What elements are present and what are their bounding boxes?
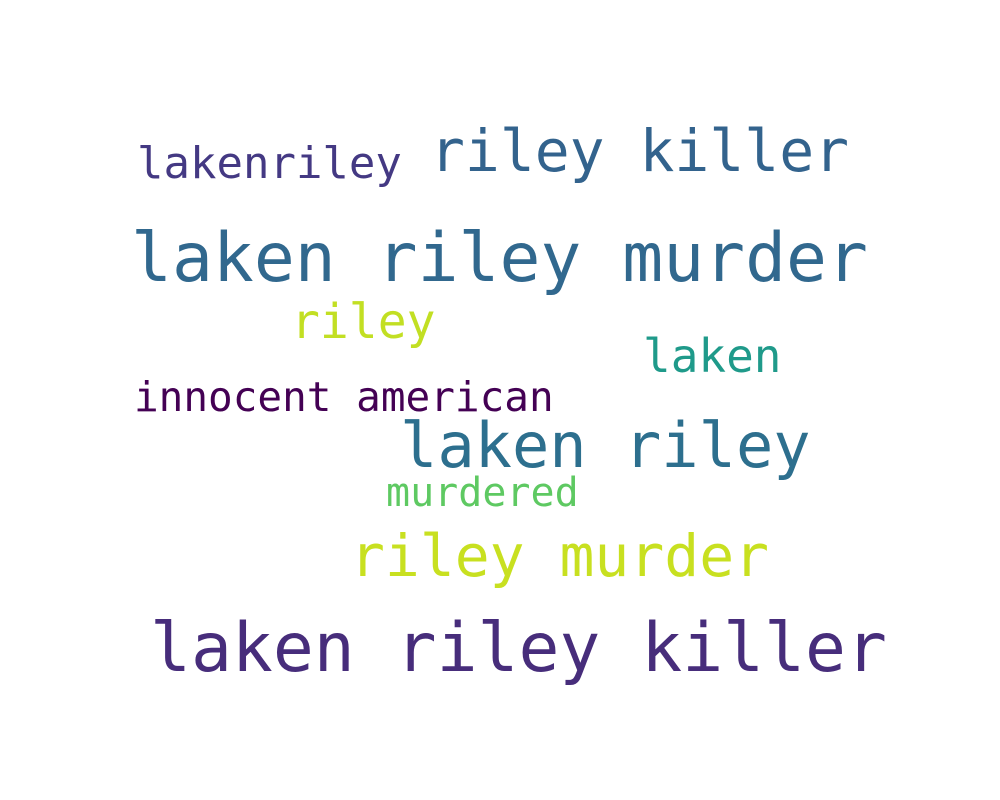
word-laken-riley: laken riley <box>400 409 811 482</box>
word-laken: laken <box>643 329 782 383</box>
word-riley-killer: riley killer <box>430 117 850 185</box>
word-innocent-american: innocent american <box>134 373 554 421</box>
word-laken-riley-murder: laken riley murder <box>131 219 868 298</box>
word-riley-murder: riley murder <box>350 522 770 590</box>
word-riley: riley <box>291 294 436 350</box>
word-laken-riley-killer: laken riley killer <box>150 609 887 688</box>
word-lakenriley: lakenriley <box>137 138 402 189</box>
word-murdered: murdered <box>386 470 579 516</box>
